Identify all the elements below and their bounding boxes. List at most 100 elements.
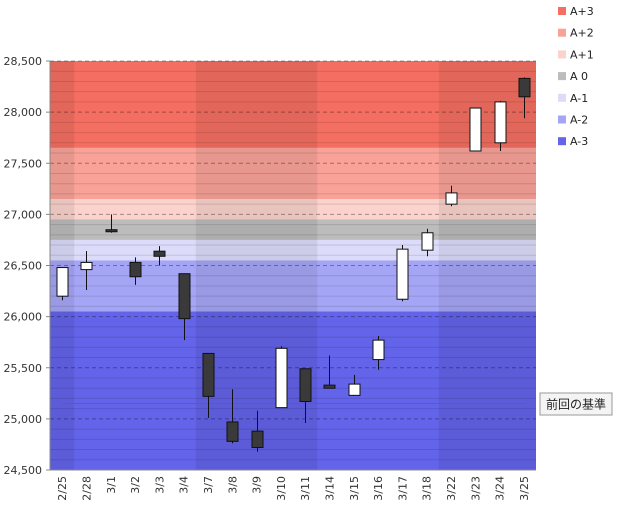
y-tick-label: 25,500 <box>4 362 43 375</box>
x-tick-label: 3/24 <box>494 476 507 501</box>
x-tick-label: 2/25 <box>56 476 69 501</box>
candle-8 <box>251 410 264 452</box>
candle-body <box>396 248 409 300</box>
legend-item: A-2 <box>558 114 588 127</box>
candle-body <box>80 261 93 271</box>
y-tick-label: 25,000 <box>4 413 43 426</box>
x-tick-label: 3/4 <box>178 476 191 494</box>
candle-6 <box>202 352 215 418</box>
legend-item: A 0 <box>558 70 588 83</box>
x-tick-label: 3/8 <box>226 476 239 494</box>
reference-label-layer: 前回の基準 <box>539 392 613 416</box>
x-tick-label: 3/1 <box>105 476 118 494</box>
x-tick-label: 3/17 <box>396 476 409 501</box>
y-tick-label: 28,000 <box>4 106 43 119</box>
band-a-3 <box>50 311 536 470</box>
candle-body <box>445 192 458 205</box>
y-tick-label: 26,500 <box>4 260 43 273</box>
legend-swatch <box>558 50 566 59</box>
y-tick-label: 26,000 <box>4 311 43 324</box>
band-a0 <box>50 219 536 240</box>
x-tick-label: 3/15 <box>348 476 361 501</box>
y-axis: 24,500 25,000 25,500 26,000 26,500 27,000 27,5… <box>4 55 51 477</box>
x-tick-label: 3/11 <box>299 476 312 501</box>
legend-item: A-3 <box>558 135 588 148</box>
candle-13 <box>372 336 385 370</box>
x-tick-label: 3/14 <box>323 476 336 501</box>
x-tick-label: 3/2 <box>129 476 142 494</box>
candle-body <box>275 347 288 409</box>
band-a+2 <box>50 147 536 200</box>
candle-body <box>299 368 312 402</box>
candle-11 <box>323 355 336 389</box>
legend-label: A+3 <box>570 5 594 18</box>
candle-4 <box>153 246 166 266</box>
legend-item: A-1 <box>558 92 588 105</box>
x-tick-label: 3/3 <box>153 476 166 494</box>
legend-label: A 0 <box>570 70 588 83</box>
y-tick-label: 27,000 <box>4 208 43 221</box>
legend-swatch <box>558 28 566 37</box>
candle-body <box>56 267 69 297</box>
candle-9 <box>275 346 288 409</box>
candle-12 <box>348 374 361 396</box>
candle-17 <box>469 107 482 152</box>
y-tick-label: 24,500 <box>4 464 43 477</box>
candle-body <box>421 232 434 251</box>
legend-swatch <box>558 115 566 124</box>
candle-body <box>348 383 361 396</box>
band-a+1 <box>50 199 536 220</box>
candle-body <box>178 273 191 320</box>
candle-body <box>372 339 385 361</box>
week-shade <box>438 61 536 470</box>
x-tick-label: 3/7 <box>202 476 215 494</box>
x-tick-label: 3/23 <box>469 476 482 501</box>
x-tick-label: 2/28 <box>80 476 93 501</box>
week-shade <box>50 61 75 470</box>
week-shade <box>195 61 318 470</box>
legend: A+3 A+2 A+1 A 0 A-1 A-2 A-3 <box>558 5 594 148</box>
candle-0 <box>56 267 69 301</box>
candle-body <box>153 250 166 257</box>
band-a+3 <box>50 61 536 148</box>
x-tick-label: 3/9 <box>251 476 264 494</box>
candle-2 <box>105 214 118 233</box>
candle-19 <box>518 77 531 119</box>
band-a-1 <box>50 239 536 261</box>
legend-swatch <box>558 93 566 102</box>
candle-18 <box>494 100 507 151</box>
x-tick-label: 3/25 <box>518 476 531 501</box>
x-axis: 2/25 2/28 3/1 3/2 3/3 3/4 3/7 3/8 3/9 3/10 3/11 3/1… <box>50 469 536 501</box>
candle-3 <box>129 257 142 285</box>
legend-item: A+3 <box>558 5 594 18</box>
legend-swatch <box>558 7 566 15</box>
legend-label: A+2 <box>570 27 594 40</box>
candle-body <box>251 430 264 449</box>
reference-label-box <box>539 392 613 416</box>
x-tick-label: 3/16 <box>372 476 385 501</box>
candle-16 <box>445 185 458 207</box>
legend-label: A-3 <box>570 135 588 148</box>
candle-7 <box>226 389 239 444</box>
legend-item: A+2 <box>558 27 594 40</box>
legend-label: A-1 <box>570 92 588 105</box>
candle-5 <box>178 273 191 341</box>
legend-swatch <box>558 72 566 81</box>
x-tick-label: 3/10 <box>275 476 288 501</box>
candle-body <box>323 384 336 389</box>
candle-body <box>202 352 215 397</box>
candle-body <box>129 261 142 278</box>
y-tick-label: 27,500 <box>4 157 43 170</box>
week-shade-layer <box>50 61 536 470</box>
candle-body <box>494 101 507 144</box>
candle-body <box>518 77 531 98</box>
y-tick-label: 28,500 <box>4 55 43 68</box>
candle-layer <box>56 77 531 452</box>
candle-body <box>469 107 482 152</box>
candle-1 <box>80 251 93 291</box>
legend-item: A+1 <box>558 48 594 61</box>
candle-body <box>105 229 118 233</box>
legend-label: A-2 <box>570 114 588 127</box>
candle-14 <box>396 245 409 302</box>
candle-15 <box>421 228 434 257</box>
